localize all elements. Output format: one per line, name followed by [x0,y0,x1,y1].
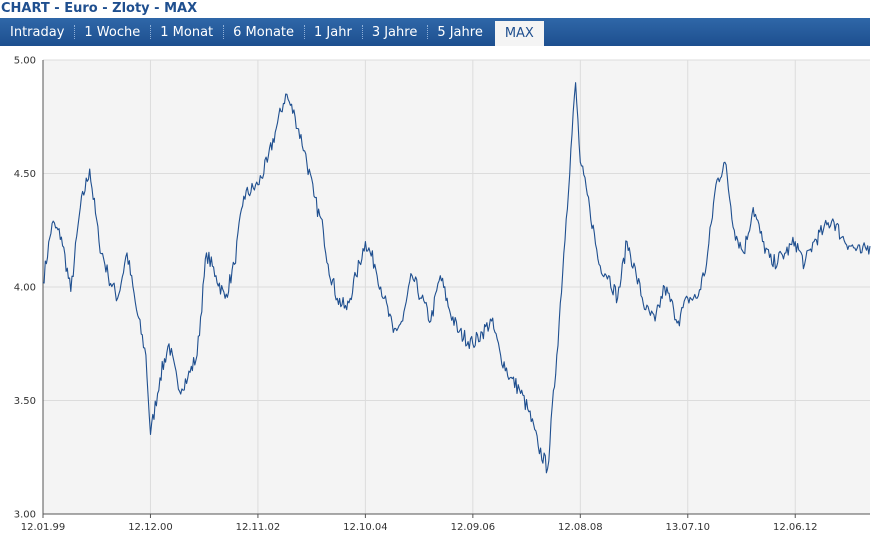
chart-title: CHART - Euro - Zloty - MAX [1,1,198,16]
series-line-eur-pln [42,82,871,474]
x-tick-label: 12.06.12 [773,522,818,533]
tab-3-jahre[interactable]: 3 Jahre [361,18,428,46]
y-tick-label: 3.00 [14,510,36,521]
x-tick-label: 12.08.08 [558,522,603,533]
tab-intraday[interactable]: Intraday [10,24,65,40]
x-tick-label: 12.12.00 [128,522,173,533]
chart-area: 3.00 3.50 4.00 4.50 5.00 12.01.99 12.12.00 12.1… [0,46,876,552]
y-tick-label: 4.50 [14,169,36,180]
x-tick-label: 12.09.06 [451,522,496,533]
x-tick-label: 12.01.99 [21,522,66,533]
tab-6-monate[interactable]: 6 Monate [223,18,304,46]
tab-5-jahre[interactable]: 5 Jahre [427,18,493,46]
tab-1-woche[interactable]: 1 Woche [74,18,150,46]
tab-max[interactable]: MAX [494,21,544,46]
y-tick-label: 3.50 [14,396,36,407]
x-tick-label: 13.07.10 [666,522,711,533]
timeframe-tabs: Intraday 1 Woche 1 Monat 6 Monate 1 Jahr… [0,18,870,46]
line-chart: 3.00 3.50 4.00 4.50 5.00 12.01.99 12.12.00 12.1… [14,56,871,533]
tab-1-monat[interactable]: 1 Monat [150,18,223,46]
tab-1-jahr[interactable]: 1 Jahr [304,18,362,46]
y-tick-label: 4.00 [14,283,36,294]
y-tick-label: 5.00 [14,56,36,67]
x-tick-label: 12.11.02 [236,522,281,533]
x-tick-label: 12.10.04 [343,522,388,533]
